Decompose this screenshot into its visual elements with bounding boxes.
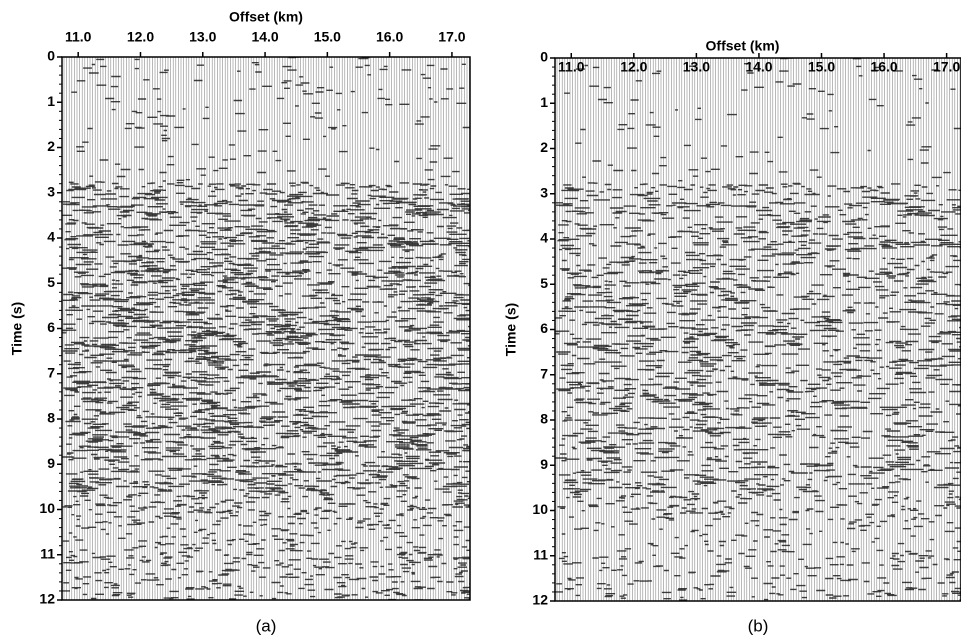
- y-tick-label: 0: [540, 49, 548, 65]
- y-tick-label: 1: [540, 94, 548, 110]
- caption: (b): [748, 616, 769, 635]
- x-tick-label: 16.0: [376, 29, 403, 45]
- y-tick-label: 11: [40, 545, 55, 561]
- x-tick-label: 12.0: [127, 29, 154, 45]
- y-tick-label: 12: [39, 591, 55, 607]
- x-axis-title: Offset (km): [706, 38, 780, 54]
- x-axis-title: Offset (km): [229, 9, 303, 25]
- x-tick-label: 13.0: [189, 29, 216, 45]
- y-tick-label: 9: [540, 456, 548, 472]
- y-tick-label: 5: [540, 275, 548, 291]
- plot-area: [555, 58, 961, 601]
- y-axis-title: Time (s): [503, 303, 519, 356]
- y-tick-label: 7: [540, 365, 548, 381]
- plot-area: [62, 57, 470, 600]
- y-tick-label: 3: [47, 183, 55, 199]
- x-tick-label: 15.0: [808, 59, 835, 75]
- x-tick-label: 17.0: [438, 29, 465, 45]
- y-tick-label: 6: [47, 319, 55, 335]
- y-tick-label: 2: [47, 138, 55, 154]
- y-tick-label: 5: [47, 274, 55, 290]
- x-tick-label: 16.0: [870, 59, 897, 75]
- y-axis-title: Time (s): [9, 302, 25, 355]
- y-tick-label: 0: [47, 48, 55, 64]
- y-tick-label: 10: [532, 501, 548, 517]
- x-tick-label: 15.0: [314, 29, 341, 45]
- y-tick-label: 9: [47, 455, 55, 471]
- y-tick-label: 11: [533, 546, 548, 562]
- y-tick-label: 12: [532, 592, 548, 608]
- x-tick-label: 14.0: [251, 29, 278, 45]
- x-tick-label: 14.0: [745, 59, 772, 75]
- y-tick-label: 2: [540, 139, 548, 155]
- wiggle-peaks: [555, 58, 961, 601]
- y-tick-label: 4: [540, 230, 548, 246]
- wiggle-peaks: [62, 57, 470, 600]
- y-tick-label: 8: [47, 410, 55, 426]
- x-tick-label: 13.0: [683, 59, 710, 75]
- y-tick-label: 6: [540, 320, 548, 336]
- caption: (a): [256, 616, 277, 635]
- y-tick-label: 3: [540, 184, 548, 200]
- y-tick-label: 1: [47, 93, 55, 109]
- x-tick-label: 11.0: [558, 59, 585, 75]
- x-tick-label: 12.0: [620, 59, 647, 75]
- y-tick-label: 7: [47, 364, 55, 380]
- x-tick-label: 11.0: [65, 29, 92, 45]
- y-tick-label: 8: [540, 411, 548, 427]
- x-tick-label: 17.0: [933, 59, 960, 75]
- trace-lines: [556, 58, 961, 601]
- y-tick-label: 4: [47, 229, 55, 245]
- y-tick-label: 10: [39, 500, 55, 516]
